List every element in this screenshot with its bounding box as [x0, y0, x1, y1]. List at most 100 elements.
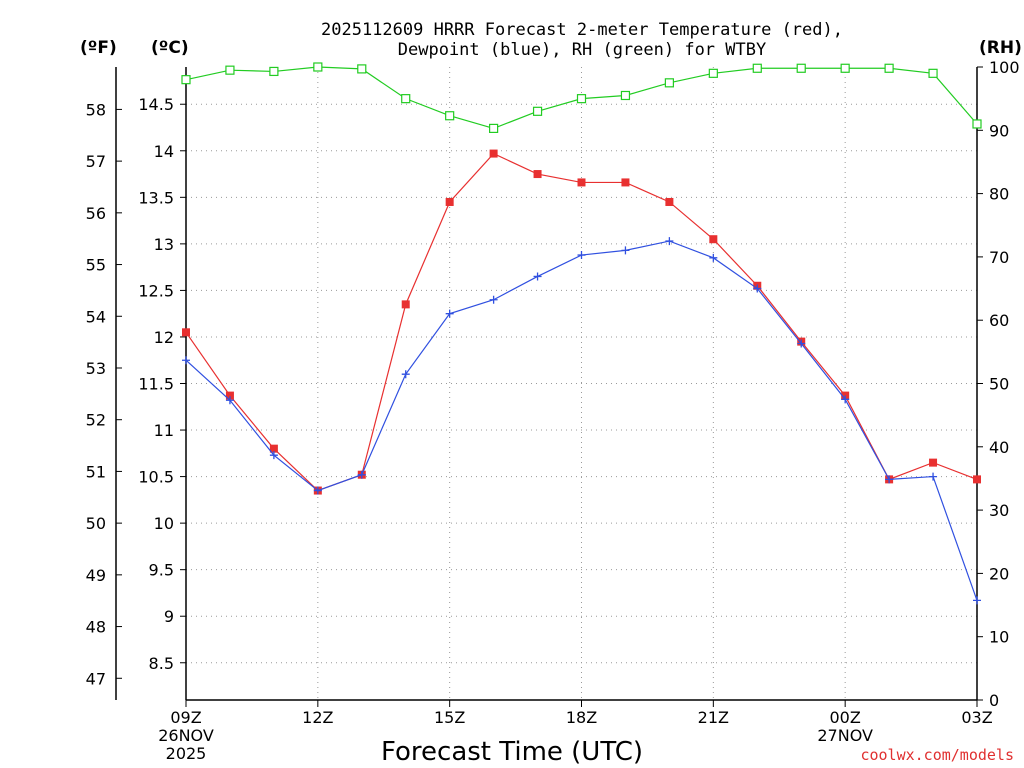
fahrenheit-tick-label: 51: [86, 462, 106, 481]
rh-tick-label: 30: [989, 501, 1009, 520]
temperature-point: [973, 475, 981, 484]
rh-tick-label: 70: [989, 248, 1009, 267]
rh-point: [357, 64, 367, 74]
dewpoint-point: [709, 253, 718, 262]
celsius-tick-label: 10.5: [138, 468, 174, 487]
dewpoint-point: [489, 295, 498, 304]
dewpoint-point: [577, 251, 586, 260]
rh-tick-label: 90: [989, 121, 1009, 140]
dewpoint-point: [182, 356, 190, 365]
fahrenheit-unit-label: (ºF): [80, 38, 117, 58]
series-dewpoint: [182, 237, 981, 605]
fahrenheit-tick-label: 52: [86, 411, 106, 430]
temperature-point: [401, 300, 410, 309]
chart-title-line-2: Dewpoint (blue), RH (green) for WTBY: [398, 40, 766, 60]
temperature-point: [445, 197, 454, 206]
fahrenheit-tick-label: 58: [86, 100, 106, 119]
dewpoint-point: [401, 370, 410, 379]
dewpoint-point: [445, 309, 454, 318]
temperature-point: [533, 170, 542, 179]
fahrenheit-tick-label: 47: [86, 669, 106, 688]
x-tick-label: 03Z: [961, 708, 992, 727]
rh-point: [884, 63, 894, 73]
celsius-tick-label: 9.5: [149, 561, 174, 580]
rh-point: [972, 119, 982, 129]
rh-point: [489, 123, 499, 134]
rh-point: [840, 63, 850, 73]
data-series: [181, 62, 982, 605]
rh-tick-label: 50: [989, 375, 1009, 394]
temperature-point: [577, 178, 586, 187]
series-rh: [181, 62, 982, 134]
dewpoint-point: [269, 451, 278, 460]
fahrenheit-tick-label: 50: [86, 514, 106, 533]
rh-point: [664, 78, 674, 88]
fahrenheit-tick-label: 48: [86, 618, 106, 637]
celsius-tick-label: 13: [154, 235, 174, 254]
temperature-point: [225, 391, 234, 400]
fahrenheit-tick-label: 54: [86, 307, 106, 326]
temperature-point: [929, 458, 938, 467]
rh-point: [225, 65, 235, 75]
x-tick-label: 18Z: [566, 708, 597, 727]
x-tick-label: 21Z: [698, 708, 729, 727]
rh-unit-label: (RH): [979, 38, 1022, 58]
fahrenheit-tick-label: 55: [86, 256, 106, 275]
dewpoint-point: [797, 339, 806, 348]
temperature-point: [665, 197, 674, 206]
rh-point: [708, 68, 718, 78]
source-credit: coolwx.com/models: [860, 746, 1014, 764]
axes: [115, 66, 983, 707]
rh-point: [401, 94, 411, 104]
dewpoint-point: [753, 284, 762, 293]
x-tick-label: 12Z: [302, 708, 333, 727]
x-axis-label: Forecast Time (UTC): [381, 737, 643, 767]
x-tick-label: 00Z: [830, 708, 861, 727]
rh-point: [269, 66, 279, 77]
celsius-tick-label: 12: [154, 328, 174, 347]
tick-labels: 8.5 9 9.5 10 10.5 11 11.5 12 12.5 13 13.5 14 14.5 09Z…: [86, 58, 1020, 763]
celsius-tick-label: 14.5: [138, 95, 174, 114]
celsius-tick-label: 13.5: [138, 188, 174, 207]
rh-tick-label: 0: [989, 691, 999, 710]
rh-tick-label: 80: [989, 185, 1009, 204]
x-tick-date: 26NOV: [158, 726, 214, 745]
dewpoint-point: [357, 470, 366, 479]
fahrenheit-tick-label: 57: [86, 152, 106, 171]
fahrenheit-tick-label: 56: [86, 204, 106, 223]
rh-tick-label: 20: [989, 564, 1009, 583]
rh-point: [532, 106, 543, 116]
dewpoint-point: [841, 395, 850, 404]
x-tick-label: 15Z: [434, 708, 465, 727]
celsius-tick-label: 11.5: [138, 375, 174, 394]
rh-point: [181, 75, 191, 85]
rh-point: [576, 94, 587, 104]
x-tick-label: 09Z: [170, 708, 201, 727]
rh-tick-label: 60: [989, 311, 1009, 330]
dewpoint-point: [929, 472, 938, 481]
x-tick-date: 27NOV: [817, 726, 873, 745]
rh-point: [620, 90, 631, 101]
dewpoint-point: [533, 272, 542, 281]
dewpoint-point: [621, 246, 630, 255]
x-tick-year: 2025: [166, 744, 207, 763]
celsius-tick-label: 10: [154, 514, 174, 533]
celsius-unit-label: (ºC): [151, 38, 189, 58]
fahrenheit-tick-label: 53: [86, 359, 106, 378]
rh-point: [928, 68, 938, 78]
celsius-tick-label: 9: [164, 607, 174, 626]
rh-tick-label: 100: [989, 58, 1020, 77]
dewpoint-point: [665, 237, 674, 246]
rh-point: [796, 63, 806, 73]
celsius-tick-label: 8.5: [149, 654, 174, 673]
chart-title-line-1: 2025112609 HRRR Forecast 2-meter Tempera…: [321, 20, 843, 40]
rh-point: [313, 62, 323, 72]
dewpoint-point: [313, 486, 322, 495]
celsius-tick-label: 12.5: [138, 281, 174, 300]
dewpoint-point: [225, 396, 234, 405]
temperature-point: [182, 328, 190, 337]
rh-point: [445, 111, 455, 121]
rh-point: [752, 63, 762, 73]
temperature-point: [621, 178, 630, 187]
